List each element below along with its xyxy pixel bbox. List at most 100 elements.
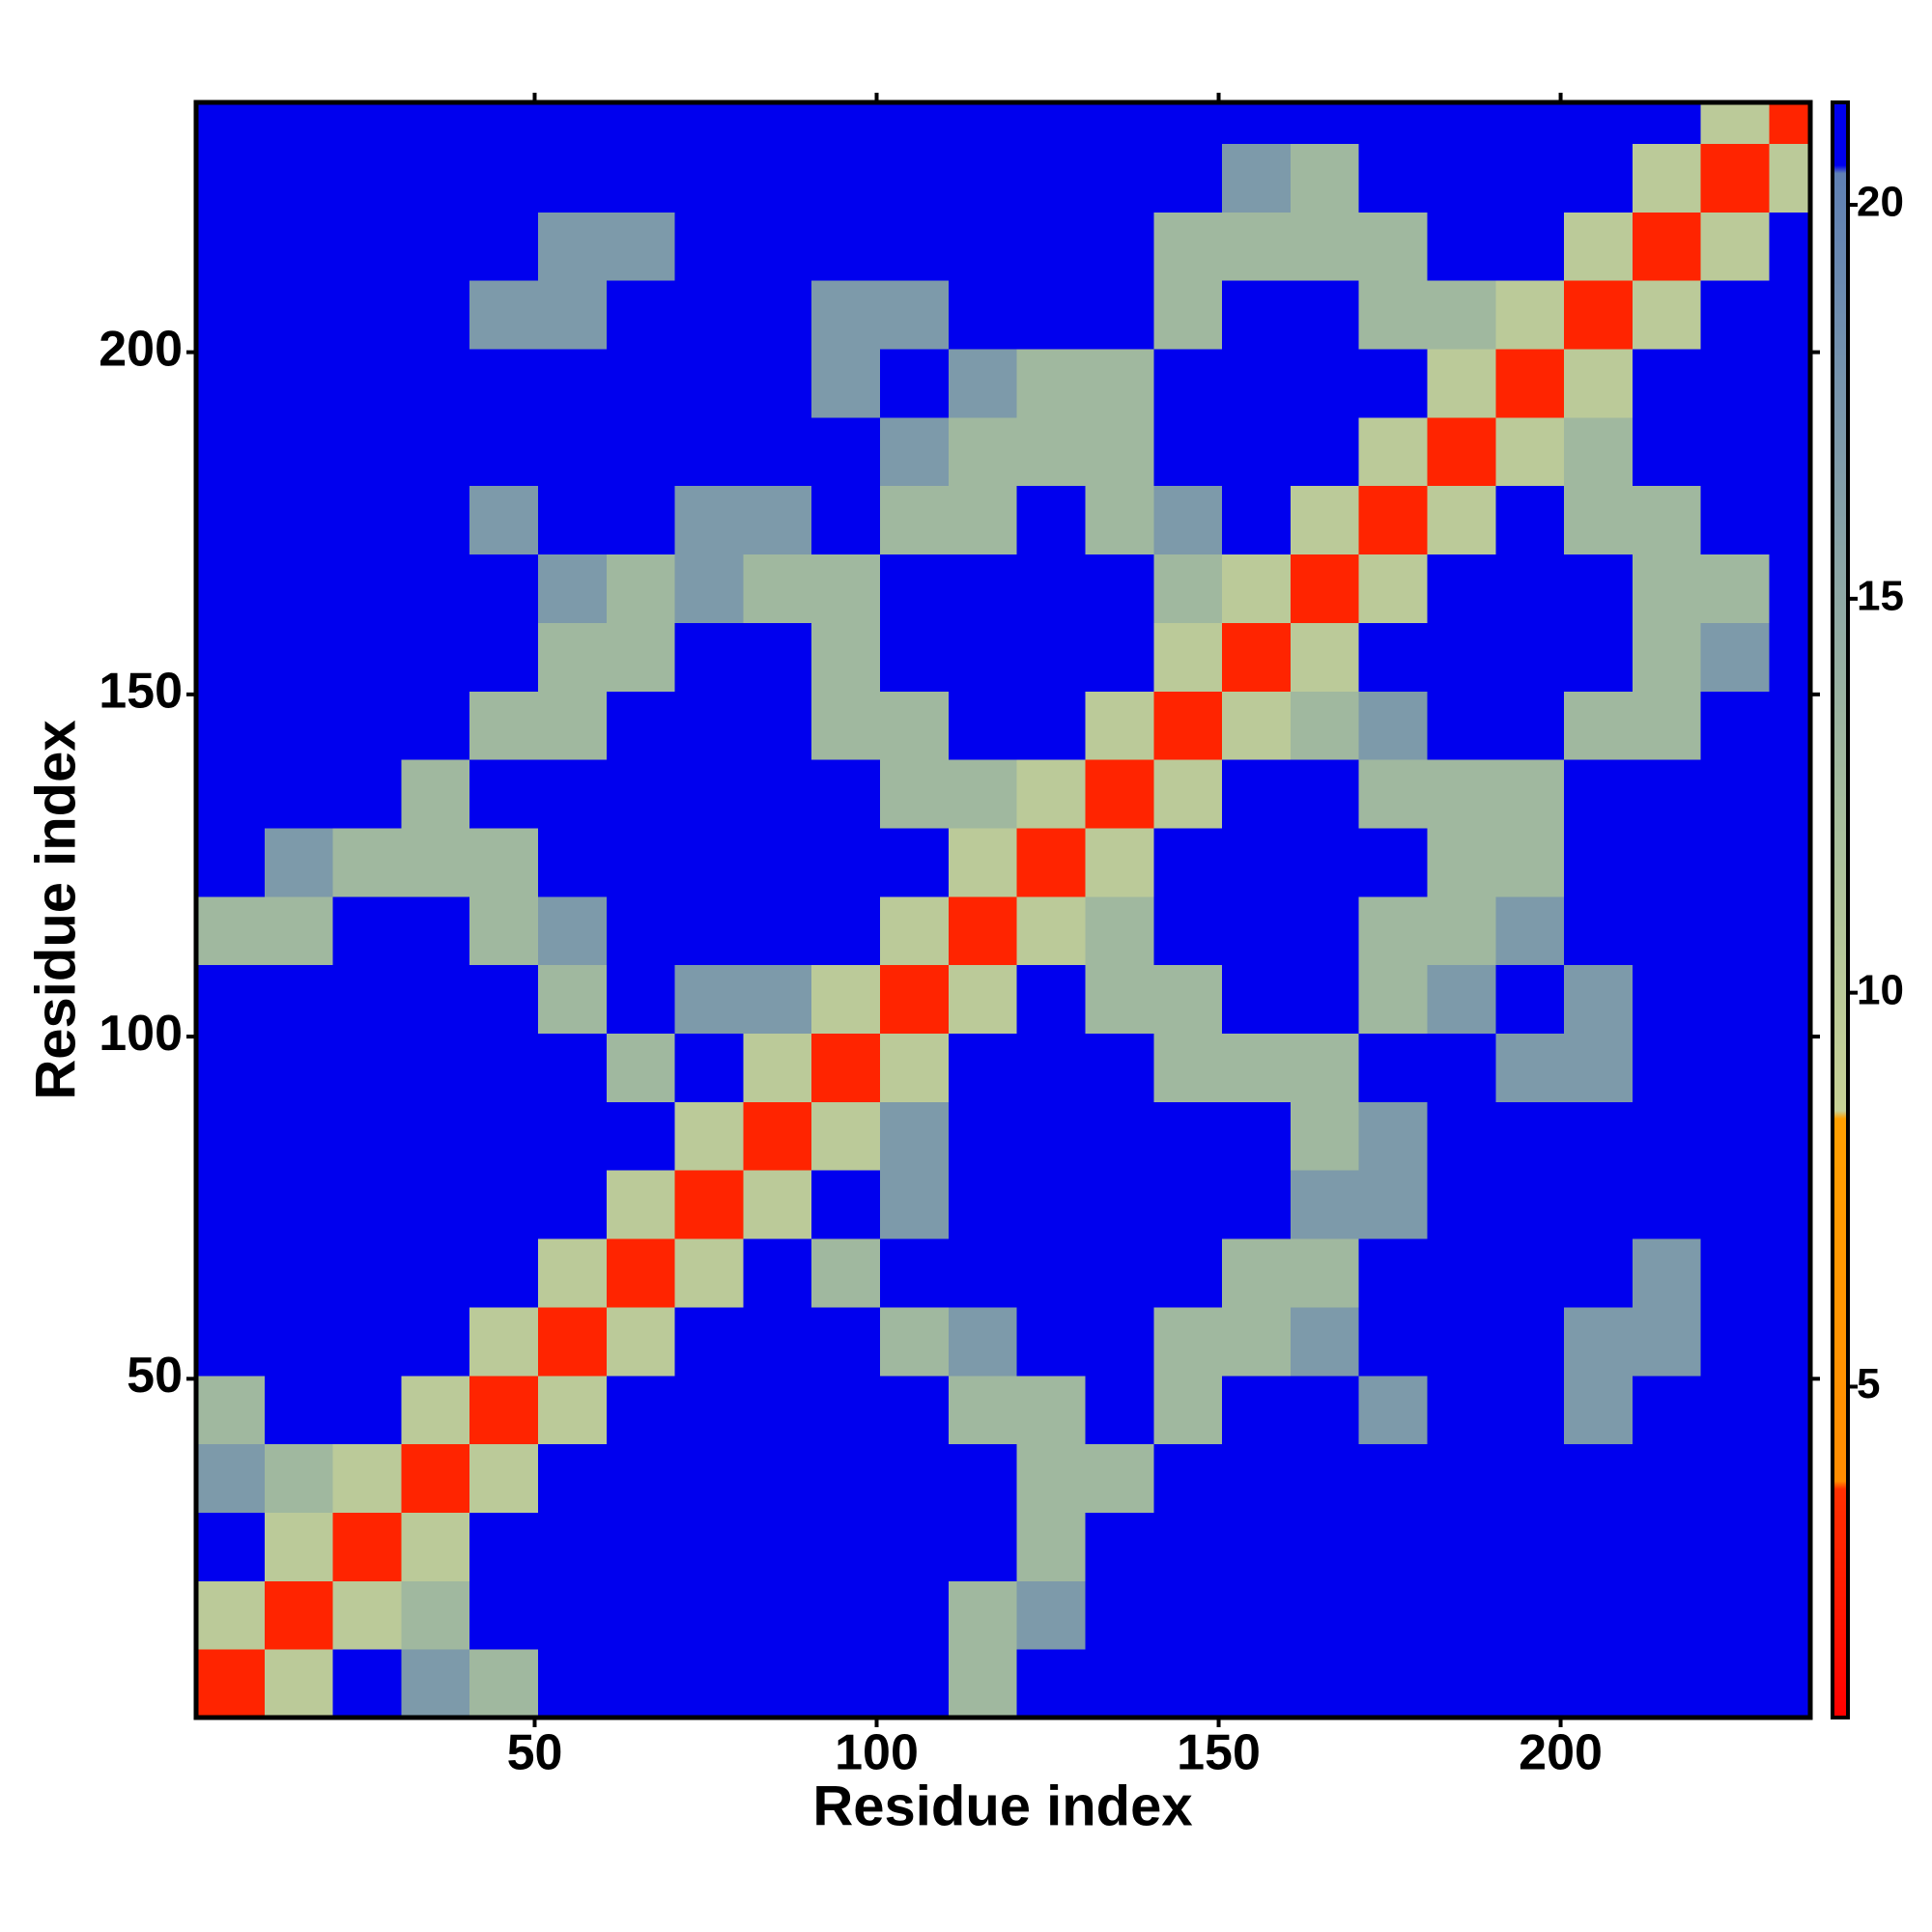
heatmap-cell bbox=[264, 1375, 334, 1445]
axes: 50 100 150 200 50 100 150 200 bbox=[99, 93, 1820, 1781]
heatmap-cell bbox=[538, 691, 608, 760]
heatmap-cell bbox=[1016, 1375, 1086, 1445]
heatmap-cell bbox=[1290, 1512, 1360, 1581]
heatmap-cell bbox=[1153, 485, 1223, 555]
heatmap-cell bbox=[1016, 554, 1086, 623]
heatmap-cell bbox=[1769, 1306, 1811, 1377]
x-tick-label: 50 bbox=[507, 1725, 563, 1781]
heatmap-cell bbox=[1495, 280, 1565, 350]
heatmap-cell bbox=[1427, 1101, 1496, 1171]
heatmap-cell bbox=[1769, 143, 1811, 213]
heatmap-cell bbox=[674, 554, 744, 623]
heatmap-cell bbox=[1769, 827, 1811, 897]
heatmap-cell bbox=[401, 1238, 470, 1308]
heatmap-cell bbox=[1358, 554, 1428, 623]
heatmap-cell bbox=[948, 554, 1018, 623]
heatmap-cell bbox=[1427, 102, 1496, 145]
heatmap-cell bbox=[538, 349, 608, 418]
heatmap-cell bbox=[1016, 964, 1086, 1035]
heatmap-cell bbox=[1085, 691, 1154, 760]
heatmap-cell bbox=[196, 759, 266, 829]
heatmap-cell bbox=[811, 212, 881, 281]
heatmap-cell bbox=[401, 1101, 470, 1171]
heatmap-cell bbox=[264, 964, 334, 1035]
heatmap-cell bbox=[674, 280, 744, 350]
heatmap-cell bbox=[1085, 102, 1154, 145]
heatmap-cell bbox=[811, 416, 881, 487]
heatmap-cell bbox=[811, 1238, 881, 1308]
heatmap-cell bbox=[1427, 212, 1496, 281]
heatmap-cell bbox=[469, 349, 539, 418]
heatmap-cell bbox=[1564, 280, 1634, 350]
heatmap-cell bbox=[1700, 1306, 1771, 1377]
heatmap-cell bbox=[469, 416, 539, 487]
heatmap-cell bbox=[1016, 280, 1086, 350]
heatmap-cell bbox=[538, 1238, 608, 1308]
heatmap-cell bbox=[1564, 1170, 1634, 1239]
heatmap-cell bbox=[1632, 1101, 1702, 1171]
heatmap-cell bbox=[1632, 280, 1702, 350]
heatmap-cell bbox=[1016, 827, 1086, 897]
heatmap-cell bbox=[469, 1443, 539, 1513]
heatmap-cell bbox=[1290, 349, 1360, 418]
heatmap-cell bbox=[1222, 1580, 1292, 1650]
heatmap-cell bbox=[1153, 416, 1223, 487]
heatmap-cell bbox=[469, 1101, 539, 1171]
heatmap-cell bbox=[401, 1512, 470, 1581]
heatmap-cell bbox=[1358, 964, 1428, 1035]
heatmap-cell bbox=[674, 416, 744, 487]
heatmap-cell bbox=[1769, 1443, 1811, 1513]
heatmap-cell bbox=[743, 349, 812, 418]
heatmap-cell bbox=[1222, 622, 1292, 692]
heatmap-cell bbox=[674, 1170, 744, 1239]
heatmap-cell bbox=[1632, 416, 1702, 487]
heatmap-cell bbox=[196, 1512, 266, 1581]
heatmap-cell bbox=[1153, 102, 1223, 145]
heatmap-cell bbox=[1290, 280, 1360, 350]
heatmap-cell bbox=[469, 1306, 539, 1377]
heatmap-cell bbox=[1222, 554, 1292, 623]
heatmap-cell bbox=[1632, 102, 1702, 145]
heatmap-cell bbox=[1700, 1649, 1771, 1719]
heatmap-cell bbox=[743, 691, 812, 760]
heatmap-cell bbox=[1564, 485, 1634, 555]
heatmap-cell bbox=[1427, 1033, 1496, 1102]
heatmap-cell bbox=[1495, 691, 1565, 760]
heatmap-cell bbox=[1290, 416, 1360, 487]
heatmap-cell bbox=[264, 1101, 334, 1171]
heatmap-cell bbox=[606, 485, 676, 555]
heatmap-cell bbox=[1427, 485, 1496, 555]
heatmap-cell bbox=[1016, 1580, 1086, 1650]
heatmap-cell bbox=[401, 212, 470, 281]
heatmap-cell bbox=[264, 691, 334, 760]
y-tick-label: 50 bbox=[127, 1348, 183, 1404]
heatmap-cell bbox=[1700, 349, 1771, 418]
heatmap-cell bbox=[1153, 1033, 1223, 1102]
heatmap-cell bbox=[1427, 895, 1496, 966]
heatmap-cell bbox=[1769, 1238, 1811, 1308]
heatmap-cell bbox=[1290, 827, 1360, 897]
heatmap-cell bbox=[1358, 1101, 1428, 1171]
heatmap-cell bbox=[948, 1375, 1018, 1445]
heatmap-cell bbox=[948, 964, 1018, 1035]
heatmap-cell bbox=[1153, 622, 1223, 692]
heatmap-cell bbox=[469, 212, 539, 281]
heatmap-cell bbox=[880, 485, 950, 555]
heatmap-cell bbox=[811, 1512, 881, 1581]
heatmap-cell bbox=[1632, 759, 1702, 829]
heatmap-cell bbox=[1769, 554, 1811, 623]
heatmap-cell bbox=[674, 1443, 744, 1513]
heatmap-cell bbox=[1564, 1512, 1634, 1581]
heatmap-cell bbox=[1427, 1306, 1496, 1377]
heatmap-cell bbox=[811, 691, 881, 760]
heatmap-cell bbox=[196, 1375, 266, 1445]
heatmap-cell bbox=[948, 827, 1018, 897]
heatmap-cell bbox=[1632, 1033, 1702, 1102]
heatmap-cell bbox=[811, 759, 881, 829]
heatmap-cell bbox=[538, 1443, 608, 1513]
heatmap bbox=[196, 102, 1811, 1719]
heatmap-cell bbox=[674, 1512, 744, 1581]
heatmap-cell bbox=[1290, 895, 1360, 966]
heatmap-cell bbox=[469, 759, 539, 829]
heatmap-cell bbox=[1222, 143, 1292, 213]
